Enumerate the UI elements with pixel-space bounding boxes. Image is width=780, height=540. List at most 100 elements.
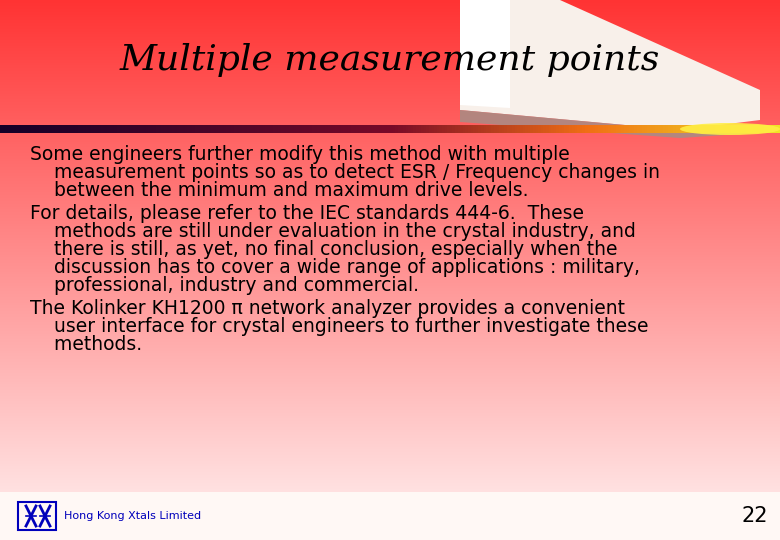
Polygon shape xyxy=(647,125,650,133)
Polygon shape xyxy=(193,125,195,133)
Polygon shape xyxy=(676,125,679,133)
Polygon shape xyxy=(569,125,572,133)
Polygon shape xyxy=(463,125,466,133)
Polygon shape xyxy=(447,125,450,133)
Polygon shape xyxy=(133,125,135,133)
Polygon shape xyxy=(34,125,37,133)
Polygon shape xyxy=(619,125,622,133)
Polygon shape xyxy=(434,125,437,133)
Polygon shape xyxy=(559,125,562,133)
Text: Hong Kong Xtals Limited: Hong Kong Xtals Limited xyxy=(64,511,201,521)
Polygon shape xyxy=(694,125,697,133)
Polygon shape xyxy=(37,125,39,133)
Polygon shape xyxy=(8,125,10,133)
Polygon shape xyxy=(260,125,263,133)
Polygon shape xyxy=(743,125,746,133)
Polygon shape xyxy=(562,125,564,133)
Polygon shape xyxy=(96,125,99,133)
Polygon shape xyxy=(642,125,645,133)
Polygon shape xyxy=(26,125,29,133)
Polygon shape xyxy=(681,125,684,133)
Polygon shape xyxy=(86,125,88,133)
Polygon shape xyxy=(577,125,580,133)
Polygon shape xyxy=(302,125,304,133)
Polygon shape xyxy=(151,125,154,133)
Polygon shape xyxy=(442,125,445,133)
Text: Some engineers further modify this method with multiple: Some engineers further modify this metho… xyxy=(30,145,569,164)
Polygon shape xyxy=(320,125,322,133)
Polygon shape xyxy=(177,125,179,133)
Text: methods.: methods. xyxy=(30,335,142,354)
Polygon shape xyxy=(304,125,307,133)
Polygon shape xyxy=(611,125,614,133)
Polygon shape xyxy=(169,125,172,133)
Polygon shape xyxy=(333,125,335,133)
Polygon shape xyxy=(572,125,575,133)
Polygon shape xyxy=(353,125,356,133)
Polygon shape xyxy=(322,125,325,133)
Polygon shape xyxy=(481,125,484,133)
Polygon shape xyxy=(224,125,226,133)
Polygon shape xyxy=(13,125,16,133)
Polygon shape xyxy=(226,125,229,133)
Polygon shape xyxy=(671,125,673,133)
Polygon shape xyxy=(520,125,523,133)
Polygon shape xyxy=(499,125,502,133)
Polygon shape xyxy=(455,125,458,133)
Polygon shape xyxy=(486,125,489,133)
Text: 22: 22 xyxy=(742,506,768,526)
Polygon shape xyxy=(400,125,403,133)
Polygon shape xyxy=(130,125,133,133)
Polygon shape xyxy=(704,125,707,133)
Polygon shape xyxy=(367,125,369,133)
Polygon shape xyxy=(395,125,398,133)
Polygon shape xyxy=(507,125,509,133)
Polygon shape xyxy=(174,125,177,133)
Polygon shape xyxy=(416,125,419,133)
Polygon shape xyxy=(614,125,616,133)
Polygon shape xyxy=(31,125,34,133)
Polygon shape xyxy=(388,125,390,133)
Polygon shape xyxy=(767,125,770,133)
Polygon shape xyxy=(234,125,236,133)
Polygon shape xyxy=(689,125,692,133)
Polygon shape xyxy=(94,125,96,133)
Polygon shape xyxy=(369,125,372,133)
Polygon shape xyxy=(502,125,505,133)
Polygon shape xyxy=(598,125,601,133)
Polygon shape xyxy=(590,125,593,133)
Polygon shape xyxy=(179,125,182,133)
Polygon shape xyxy=(684,125,686,133)
Polygon shape xyxy=(445,125,447,133)
Polygon shape xyxy=(593,125,595,133)
Polygon shape xyxy=(166,125,169,133)
Polygon shape xyxy=(221,125,224,133)
Polygon shape xyxy=(460,0,510,108)
Polygon shape xyxy=(62,125,65,133)
Polygon shape xyxy=(458,125,460,133)
Polygon shape xyxy=(697,125,700,133)
Polygon shape xyxy=(385,125,388,133)
Polygon shape xyxy=(749,125,751,133)
Polygon shape xyxy=(770,125,772,133)
Polygon shape xyxy=(161,125,164,133)
Polygon shape xyxy=(736,125,739,133)
Polygon shape xyxy=(213,125,216,133)
Polygon shape xyxy=(119,125,122,133)
Polygon shape xyxy=(528,125,530,133)
Polygon shape xyxy=(68,125,70,133)
Polygon shape xyxy=(211,125,213,133)
Polygon shape xyxy=(372,125,374,133)
Polygon shape xyxy=(200,125,203,133)
Polygon shape xyxy=(158,125,161,133)
Polygon shape xyxy=(556,125,559,133)
Polygon shape xyxy=(739,125,741,133)
Polygon shape xyxy=(29,125,31,133)
Polygon shape xyxy=(655,125,658,133)
Polygon shape xyxy=(731,125,733,133)
Polygon shape xyxy=(517,125,520,133)
Polygon shape xyxy=(679,125,681,133)
Polygon shape xyxy=(585,125,587,133)
Polygon shape xyxy=(505,125,507,133)
Text: between the minimum and maximum drive levels.: between the minimum and maximum drive le… xyxy=(30,181,529,200)
